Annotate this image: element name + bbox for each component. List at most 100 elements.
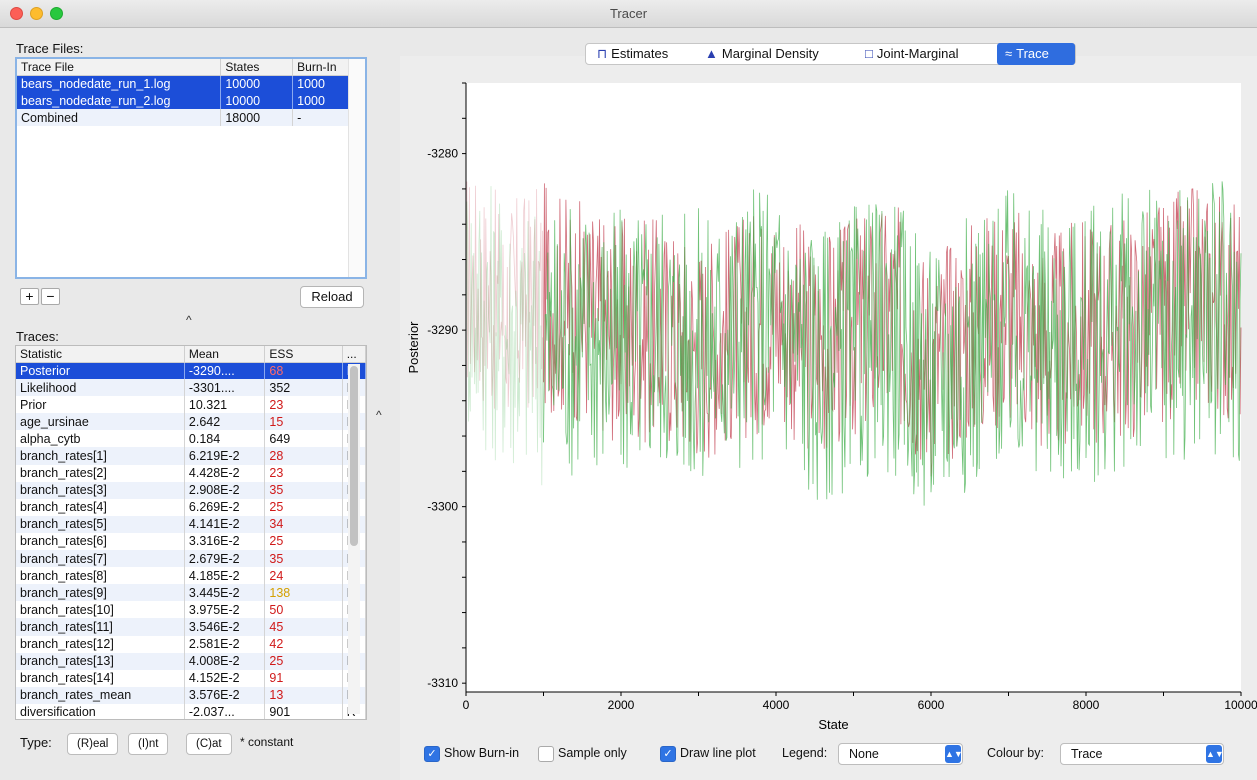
- trace-row[interactable]: branch_rates[2]4.428E-223R: [16, 464, 366, 482]
- colour-by-value: Trace: [1071, 747, 1103, 761]
- split-left-arrow-icon[interactable]: ^: [376, 408, 382, 422]
- trace-stat: branch_rates[6]: [16, 532, 185, 551]
- trace-row[interactable]: branch_rates[10]3.975E-250R: [16, 601, 366, 619]
- trace-row[interactable]: branch_rates[11]3.546E-245R: [16, 618, 366, 636]
- type-real-button[interactable]: (R)eal: [67, 733, 119, 755]
- traces-scroll-thumb[interactable]: [350, 366, 358, 546]
- trace-stat: branch_rates[13]: [16, 652, 185, 670]
- trace-row[interactable]: branch_rates[9]3.445E-2138R: [16, 584, 366, 602]
- trace-stat: Posterior: [16, 362, 185, 380]
- trace-file-burnin[interactable]: 1000: [292, 75, 365, 92]
- trace-file-row[interactable]: bears_nodedate_run_1.log 10000 1000: [17, 75, 365, 92]
- col-burn-in[interactable]: Burn-In: [292, 59, 365, 76]
- draw-line-plot-label: Draw line plot: [680, 746, 756, 760]
- trace-row[interactable]: branch_rates[6]3.316E-225R: [16, 532, 366, 551]
- trace-mean: 3.316E-2: [184, 532, 266, 551]
- trace-ess: 13: [264, 686, 343, 704]
- trace-file-row[interactable]: Combined 18000 -: [17, 109, 365, 126]
- remove-trace-file-button[interactable]: −: [41, 288, 60, 305]
- trace-files-scrollbar[interactable]: [348, 59, 365, 277]
- tab-marginal-density[interactable]: ▲ Marginal Density: [697, 43, 851, 65]
- x-tick-label: 4000: [763, 698, 790, 712]
- trace-stat: branch_rates[14]: [16, 669, 185, 687]
- traces-table[interactable]: Statistic Mean ESS ... Posterior -3290...…: [15, 345, 367, 720]
- trace-stat: branch_rates[4]: [16, 498, 185, 516]
- constant-note: * constant: [240, 735, 294, 749]
- legend-select[interactable]: None ▲▼: [838, 743, 963, 765]
- trace-stat: diversification: [16, 703, 185, 719]
- trace-stat: Prior: [16, 396, 185, 414]
- trace-mean: 2.642: [184, 413, 266, 431]
- trace-row[interactable]: Likelihood-3301....352R: [16, 379, 366, 397]
- col-ess[interactable]: ESS: [264, 346, 343, 363]
- trace-ess: 352: [264, 379, 343, 397]
- trace-mean: 0.184: [184, 430, 266, 448]
- trace-plot[interactable]: 0 2000 4000 6000 8000 10000 -3280 -3290 -3300 -33…: [400, 70, 1257, 740]
- trace-row[interactable]: branch_rates[7]2.679E-235R: [16, 550, 366, 568]
- col-statistic[interactable]: Statistic: [16, 346, 185, 363]
- trace-files-table[interactable]: Trace File States Burn-In bears_nodedate…: [15, 57, 367, 279]
- trace-stat: branch_rates[12]: [16, 635, 185, 653]
- minimize-window-button[interactable]: [30, 7, 43, 20]
- col-trace-file[interactable]: Trace File: [17, 59, 222, 76]
- trace-mean: 6.269E-2: [184, 498, 266, 516]
- x-axis-label: State: [818, 717, 848, 732]
- trace-mean: 10.321: [184, 396, 266, 414]
- estimates-icon: ⊓: [597, 46, 608, 61]
- trace-ess: 23: [264, 464, 343, 482]
- split-up-arrow-icon[interactable]: ^: [186, 313, 192, 327]
- add-trace-file-button[interactable]: +: [20, 288, 39, 305]
- trace-stat: branch_rates[11]: [16, 618, 185, 636]
- zoom-window-button[interactable]: [50, 7, 63, 20]
- col-states[interactable]: States: [220, 59, 294, 76]
- trace-icon: ≈: [1005, 46, 1013, 61]
- y-tick-label: -3300: [427, 500, 458, 514]
- tab-estimates[interactable]: ⊓ Estimates: [589, 43, 691, 65]
- view-tab-bar: [585, 43, 1076, 65]
- trace-row[interactable]: diversification-2.037...901R: [16, 703, 366, 719]
- trace-row[interactable]: branch_rates[3]2.908E-235R: [16, 481, 366, 499]
- trace-row[interactable]: branch_rates[14]4.152E-291R: [16, 669, 366, 687]
- tab-joint-marginal[interactable]: □ Joint-Marginal: [857, 43, 992, 65]
- trace-mean: 4.185E-2: [184, 567, 266, 585]
- legend-label: Legend:: [782, 746, 828, 760]
- sample-only-checkbox[interactable]: [538, 746, 554, 762]
- trace-row[interactable]: branch_rates[13]4.008E-225R: [16, 652, 366, 670]
- trace-files-label: Trace Files:: [16, 41, 84, 56]
- type-cat-button[interactable]: (C)at: [186, 733, 232, 755]
- legend-value: None: [849, 747, 879, 761]
- x-tick-label: 8000: [1073, 698, 1100, 712]
- sample-only-label: Sample only: [558, 746, 627, 760]
- trace-ess: 25: [264, 652, 343, 670]
- trace-ess: 23: [264, 396, 343, 414]
- select-arrows-icon: ▲▼: [945, 745, 963, 763]
- draw-line-plot-checkbox[interactable]: ✓: [660, 746, 676, 762]
- close-window-button[interactable]: [10, 7, 23, 20]
- trace-stat: branch_rates[10]: [16, 601, 185, 619]
- trace-row[interactable]: Posterior-3290....68R: [16, 362, 366, 380]
- tab-trace[interactable]: ≈ Trace: [997, 43, 1075, 65]
- col-mean[interactable]: Mean: [184, 346, 266, 363]
- trace-mean: 4.141E-2: [184, 515, 266, 533]
- colour-by-select[interactable]: Trace ▲▼: [1060, 743, 1224, 765]
- reload-button[interactable]: Reload: [300, 286, 364, 308]
- trace-row[interactable]: branch_rates[5]4.141E-234R: [16, 515, 366, 533]
- y-tick-label: -3280: [427, 147, 458, 161]
- trace-mean: 3.546E-2: [184, 618, 266, 636]
- show-burnin-checkbox[interactable]: ✓: [424, 746, 440, 762]
- trace-file-burnin[interactable]: 1000: [292, 92, 365, 109]
- trace-row[interactable]: branch_rates[12]2.581E-242R: [16, 635, 366, 653]
- trace-row[interactable]: branch_rates[8]4.185E-224R: [16, 567, 366, 585]
- y-tick-label: -3310: [427, 676, 458, 690]
- trace-stat: alpha_cytb: [16, 430, 185, 448]
- trace-ess: 649: [264, 430, 343, 448]
- type-int-button[interactable]: (I)nt: [128, 733, 169, 755]
- col-type[interactable]: ...: [342, 346, 366, 363]
- trace-row[interactable]: branch_rates[4]6.269E-225R: [16, 498, 366, 516]
- trace-file-row[interactable]: bears_nodedate_run_2.log 10000 1000: [17, 92, 365, 109]
- trace-row[interactable]: branch_rates[1]6.219E-228R: [16, 447, 366, 465]
